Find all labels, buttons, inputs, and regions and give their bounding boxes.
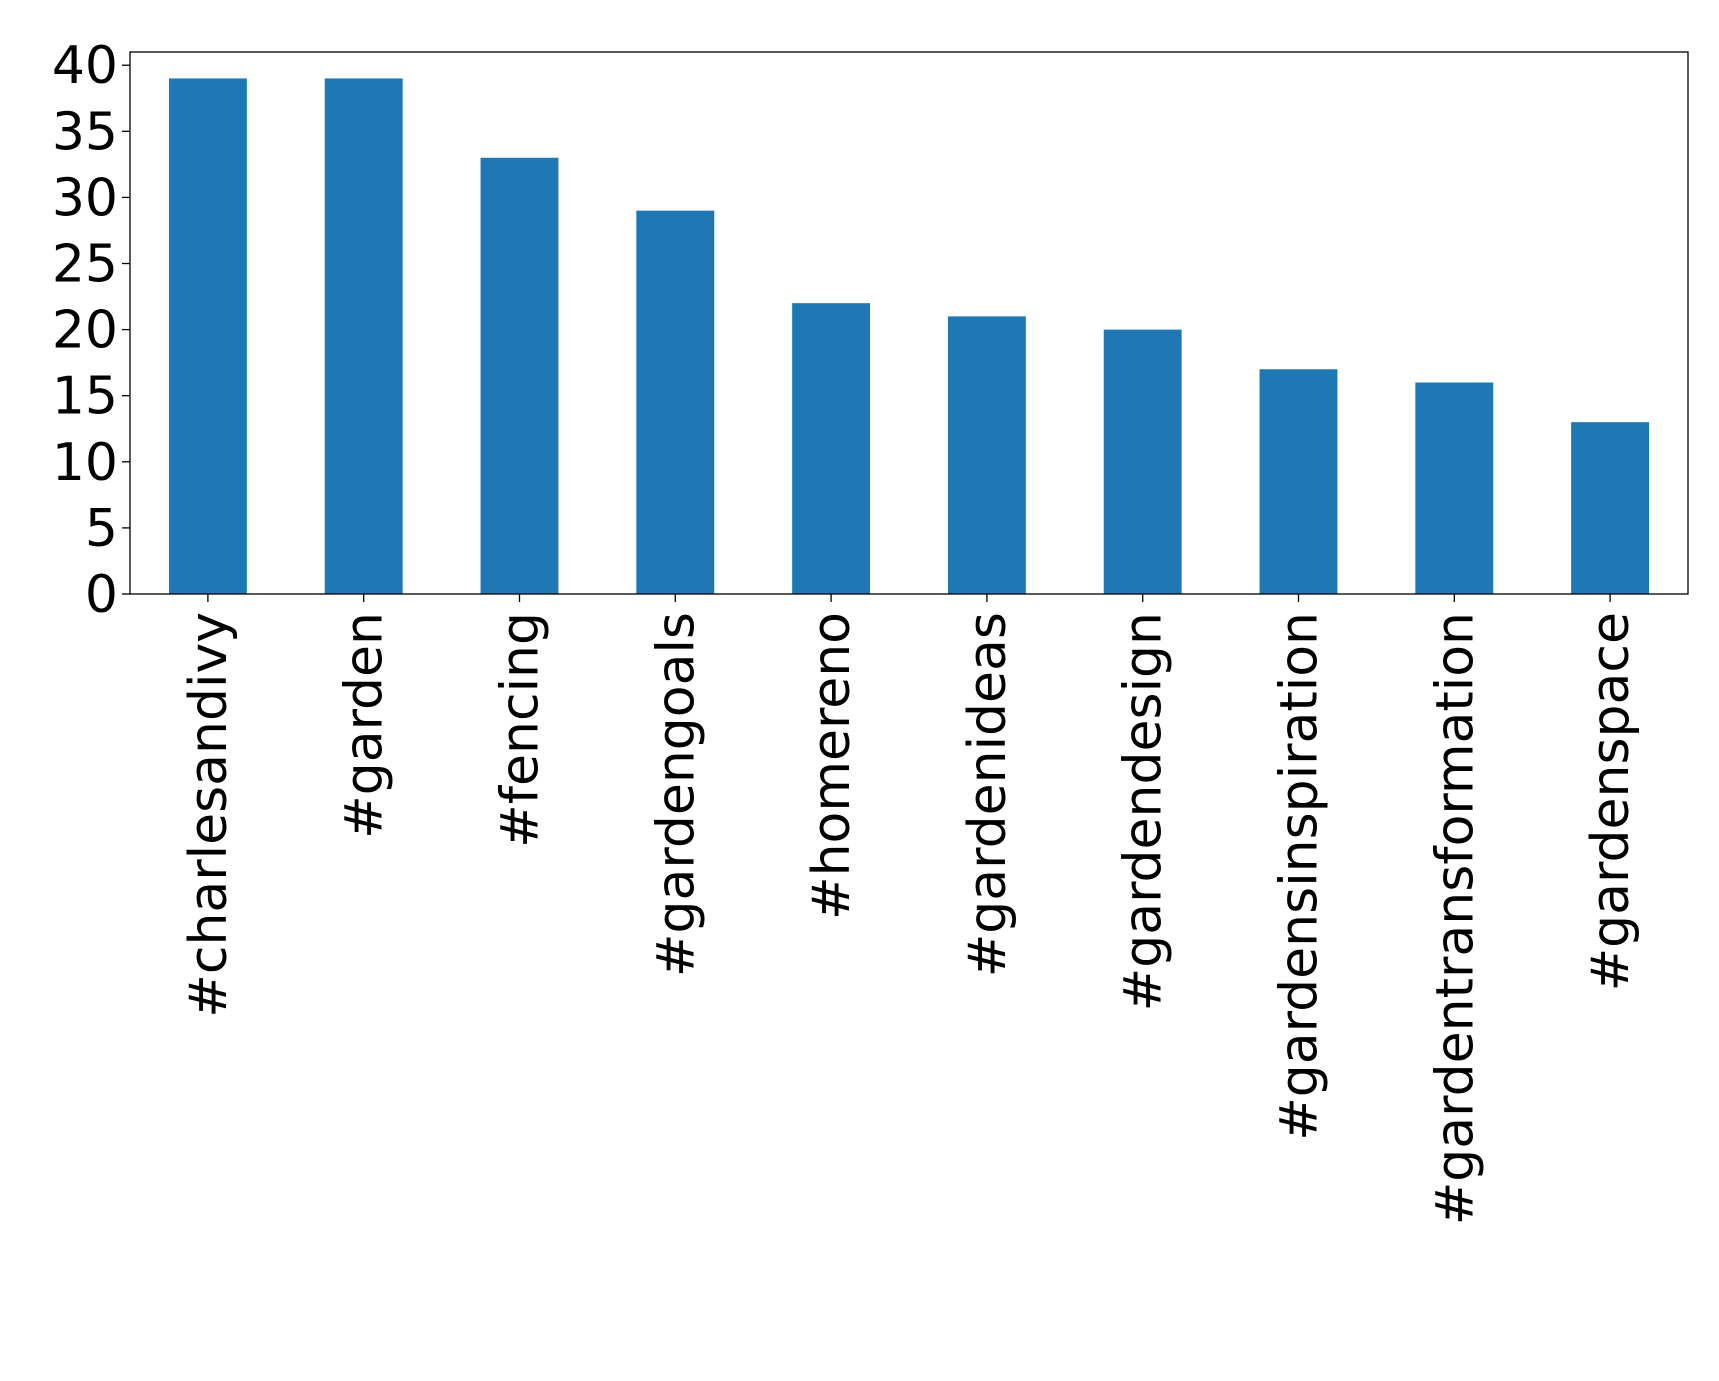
bars-layer bbox=[168, 78, 1650, 594]
y-tick-label: 5 bbox=[85, 499, 118, 559]
y-tick-label: 25 bbox=[52, 235, 118, 295]
y-tick-label: 40 bbox=[52, 36, 118, 96]
x-tick-label: #gardentransformation bbox=[1425, 612, 1485, 1225]
bar-gardenideas bbox=[947, 316, 1026, 594]
bar-gardengoals bbox=[636, 210, 715, 594]
y-tick-label: 15 bbox=[52, 367, 118, 427]
y-tick-label: 35 bbox=[52, 102, 118, 162]
x-tick-label: #gardensinspiration bbox=[1270, 612, 1330, 1141]
x-tick-label: #gardengoals bbox=[646, 612, 706, 977]
y-tick-label: 0 bbox=[85, 565, 118, 625]
bar-gardendesign bbox=[1103, 329, 1182, 594]
bar-gardensinspiration bbox=[1259, 369, 1338, 594]
x-axis: #charlesandivy #garden #fencing #gardengoal… bbox=[179, 594, 1641, 1225]
bar-gardenspace bbox=[1571, 422, 1650, 594]
x-tick-label: #charlesandivy bbox=[179, 612, 239, 1018]
bar-charlesandivy bbox=[168, 78, 247, 594]
y-tick-label: 20 bbox=[52, 301, 118, 361]
bar-gardentransformation bbox=[1415, 382, 1494, 594]
x-tick-label: #gardenideas bbox=[958, 612, 1018, 977]
x-tick-label: #fencing bbox=[491, 612, 551, 848]
y-tick-label: 10 bbox=[52, 433, 118, 493]
y-tick-label: 30 bbox=[52, 168, 118, 228]
bar-homereno bbox=[792, 303, 871, 594]
x-tick-label: #garden bbox=[335, 612, 395, 839]
plot-frame bbox=[129, 51, 1689, 595]
bar-fencing bbox=[480, 157, 559, 594]
bar-garden bbox=[324, 78, 403, 594]
x-tick-label: #gardendesign bbox=[1114, 612, 1174, 1011]
x-tick-label: #gardenspace bbox=[1581, 612, 1641, 991]
x-tick-label: #homereno bbox=[802, 612, 862, 920]
